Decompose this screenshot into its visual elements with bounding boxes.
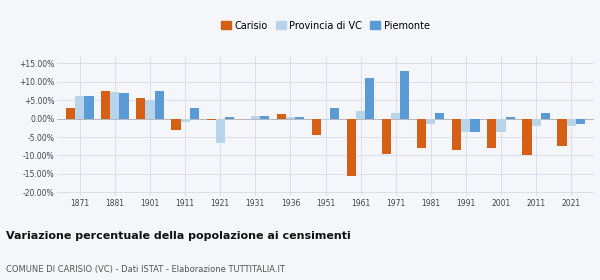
Bar <box>523 119 532 155</box>
Bar <box>251 116 260 119</box>
Bar <box>225 117 234 119</box>
Bar <box>277 114 286 119</box>
Bar <box>436 113 445 119</box>
Bar <box>85 96 94 119</box>
Bar <box>145 100 155 119</box>
Bar <box>382 119 391 154</box>
Bar <box>541 113 550 119</box>
Bar <box>101 91 110 119</box>
Bar <box>215 119 225 143</box>
Bar <box>330 108 339 119</box>
Bar <box>356 111 365 119</box>
Bar <box>426 119 436 124</box>
Bar <box>496 119 506 132</box>
Text: Variazione percentuale della popolazione ai censimenti: Variazione percentuale della popolazione… <box>6 231 351 241</box>
Bar <box>487 119 496 148</box>
Bar <box>576 119 585 124</box>
Bar <box>136 98 145 119</box>
Bar <box>452 119 461 150</box>
Bar <box>400 71 409 119</box>
Bar <box>172 119 181 130</box>
Bar <box>506 117 515 119</box>
Bar <box>110 92 119 119</box>
Bar <box>470 119 479 132</box>
Bar <box>532 119 541 126</box>
Bar <box>206 119 215 120</box>
Bar <box>417 119 426 148</box>
Bar <box>461 119 470 132</box>
Bar <box>347 119 356 176</box>
Bar <box>119 93 128 119</box>
Bar <box>75 96 85 119</box>
Bar <box>391 113 400 119</box>
Bar <box>295 117 304 119</box>
Bar <box>260 116 269 119</box>
Legend: Carisio, Provincia di VC, Piemonte: Carisio, Provincia di VC, Piemonte <box>219 19 432 33</box>
Bar <box>155 91 164 119</box>
Bar <box>557 119 566 146</box>
Bar <box>66 108 75 119</box>
Bar <box>566 119 576 126</box>
Bar <box>321 119 330 120</box>
Bar <box>312 119 321 135</box>
Text: COMUNE DI CARISIO (VC) - Dati ISTAT - Elaborazione TUTTITALIA.IT: COMUNE DI CARISIO (VC) - Dati ISTAT - El… <box>6 265 285 274</box>
Bar <box>190 108 199 119</box>
Bar <box>181 119 190 122</box>
Bar <box>286 117 295 119</box>
Bar <box>365 78 374 119</box>
